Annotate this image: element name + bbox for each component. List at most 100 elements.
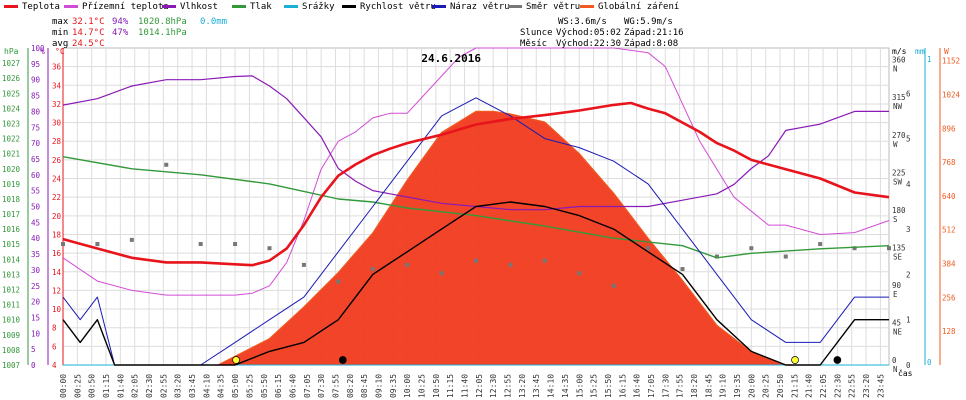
pct-tick-label: 55 <box>31 187 40 196</box>
stat-max-press: 1020.8hPa <box>138 17 187 27</box>
dir-compass-label: SE <box>893 252 903 261</box>
pct-tick-label: 45 <box>31 218 40 227</box>
stat-max-label: max <box>52 17 69 27</box>
hpa-tick-label: 1026 <box>2 74 21 83</box>
degc-tick-label: 8 <box>52 324 57 333</box>
wind-direction-point <box>508 262 513 267</box>
wind-tick-label: 5 <box>906 135 911 144</box>
wind-direction-point <box>164 162 169 167</box>
legend-item: Teplota <box>4 1 60 13</box>
wind-direction-point <box>887 246 891 251</box>
stat-sun-rise: Východ:05:02 <box>556 28 622 38</box>
pct-tick-label: 25 <box>31 282 40 291</box>
hpa-tick-label: 1011 <box>2 301 20 310</box>
hpa-tick-label: 1024 <box>2 104 21 113</box>
x-tick-label: 06:15 <box>274 374 283 398</box>
wind-direction-point <box>129 237 134 242</box>
x-axis-label: čas <box>898 368 913 378</box>
dir-compass-label: NW <box>893 102 903 111</box>
dir-tick-label: 180 <box>892 206 906 215</box>
legend-swatch <box>284 5 298 8</box>
hpa-tick-label: 1009 <box>2 331 20 340</box>
hpa-tick-label: 1012 <box>2 286 20 295</box>
legend-swatch <box>162 5 176 8</box>
degc-tick-label: 32 <box>52 100 61 109</box>
legend-swatch <box>64 5 78 8</box>
pct-tick-label: 20 <box>31 298 41 307</box>
dir-tick-label: 135 <box>892 243 906 252</box>
x-tick-label: 10:00 <box>403 374 412 398</box>
legend-swatch <box>232 5 246 8</box>
axis-unit-dir: m/s <box>892 47 907 56</box>
legend-swatch <box>4 5 18 8</box>
dir-tick-label: 225 <box>892 168 906 177</box>
x-tick-label: 00:50 <box>88 374 97 398</box>
pct-tick-label: 40 <box>31 234 41 243</box>
legend-label: Srážky <box>302 2 335 12</box>
stat-moon-rise: Východ:22:30 <box>556 39 622 49</box>
x-tick-label: 06:40 <box>288 374 297 398</box>
stat-wg: WG:5.9m/s <box>624 17 673 27</box>
x-tick-label: 13:45 <box>532 374 541 398</box>
wind-direction-point <box>714 254 719 259</box>
hpa-tick-label: 1015 <box>2 240 20 249</box>
hpa-tick-label: 1018 <box>2 195 21 204</box>
x-tick-label: 10:50 <box>432 374 441 398</box>
x-tick-label: 11:40 <box>461 374 470 398</box>
wind-direction-point <box>611 283 616 288</box>
axis-unit-mm: mm <box>915 47 925 56</box>
x-tick-label: 12:30 <box>489 374 498 398</box>
series-global-radiation-line <box>217 110 793 366</box>
hpa-tick-label: 1010 <box>2 316 21 325</box>
x-tick-label: 07:55 <box>331 374 340 398</box>
pct-tick-label: 10 <box>31 329 41 338</box>
legend-item: Náraz větru <box>432 1 510 13</box>
x-tick-label: 17:30 <box>661 374 670 398</box>
degc-tick-label: 26 <box>52 156 62 165</box>
x-tick-label: 07:05 <box>303 374 312 398</box>
wind-direction-point <box>646 246 651 251</box>
legend-item: Srážky <box>284 1 335 13</box>
x-tick-label: 20:00 <box>747 374 756 398</box>
x-tick-label: 15:25 <box>590 374 599 398</box>
x-tick-label: 07:30 <box>317 374 326 398</box>
legend-label: Tlak <box>250 2 272 12</box>
dir-compass-label: N <box>893 65 898 74</box>
pct-tick-label: 70 <box>31 139 41 148</box>
dir-compass-label: S <box>893 215 898 224</box>
wind-direction-point <box>783 254 788 259</box>
degc-tick-label: 34 <box>52 81 62 90</box>
pct-tick-label: 0 <box>31 361 36 370</box>
rad-tick-label: 384 <box>942 260 956 269</box>
stat-min-press: 1014.1hPa <box>138 28 187 38</box>
wind-direction-point <box>61 242 65 247</box>
x-tick-label: 23:20 <box>862 374 871 398</box>
x-tick-label: 22:55 <box>848 374 857 398</box>
legend-label: Náraz větru <box>450 2 510 12</box>
pct-tick-label: 50 <box>31 203 41 212</box>
x-tick-label: 11:15 <box>446 374 455 398</box>
x-tick-label: 22:30 <box>833 374 842 398</box>
pct-tick-label: 80 <box>31 107 41 116</box>
wind-direction-point <box>370 267 375 272</box>
legend-item: Směr větru <box>508 1 580 13</box>
dir-tick-label: 315 <box>892 93 906 102</box>
hpa-tick-label: 1023 <box>2 119 20 128</box>
axis-unit-rad: W <box>944 47 949 56</box>
x-tick-label: 17:05 <box>647 374 656 398</box>
x-tick-label: 02:55 <box>159 374 168 398</box>
series-line-teplota <box>62 101 890 267</box>
legend-swatch <box>342 5 356 8</box>
pct-tick-label: 65 <box>31 155 40 164</box>
degc-tick-label: 10 <box>52 305 62 314</box>
legend-item: Globální záření <box>580 1 679 13</box>
stat-avg-label: avg <box>52 39 69 49</box>
x-tick-label: 05:50 <box>260 374 269 398</box>
x-tick-label: 08:20 <box>346 374 355 398</box>
degc-tick-label: 20 <box>52 212 62 221</box>
x-tick-label: 01:15 <box>102 374 111 398</box>
x-tick-label: 20:25 <box>762 374 771 398</box>
pct-tick-label: 90 <box>31 76 41 85</box>
